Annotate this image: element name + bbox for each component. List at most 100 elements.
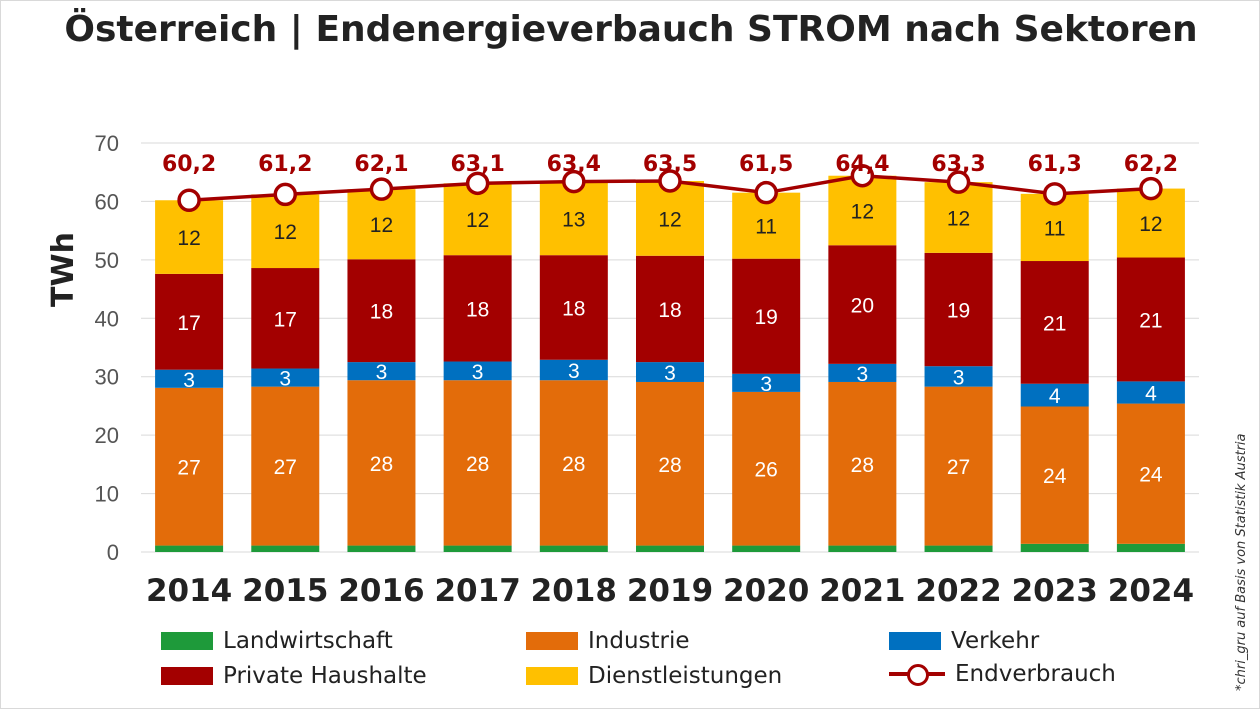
bar-value-label: 18: [370, 301, 393, 324]
legend-label-verkehr: Verkehr: [951, 628, 1040, 654]
bar-value-label: 3: [953, 366, 965, 389]
bar-segment-dienstleistungen: [443, 183, 512, 256]
bar-segment-industrie: [155, 387, 224, 546]
bar-segment-verkehr: [636, 362, 704, 382]
endverbrauch-value-label: 62,1: [354, 152, 408, 177]
bar-value-label: 28: [562, 453, 585, 476]
bar-segment-landwirtschaft: [924, 545, 993, 552]
legend-swatch-industrie: [526, 632, 578, 650]
endverbrauch-marker: [369, 177, 394, 201]
bar-value-label: 19: [947, 300, 970, 323]
x-tick-label: 2018: [531, 573, 617, 609]
bar-segment-private-haushalte: [539, 255, 608, 360]
bar-value-label: 21: [1139, 309, 1162, 332]
bar-segment-industrie: [1116, 403, 1185, 544]
x-tick-label: 2017: [434, 573, 520, 609]
chart-title: Österreich | Endenergieverbauch STROM na…: [64, 9, 1198, 50]
bar-value-label: 18: [466, 298, 489, 321]
legend-label-dienstleistungen: Dienstleistungen: [588, 663, 783, 689]
bar-value-label: 20: [851, 295, 874, 318]
bar-segment-private-haushalte: [347, 259, 416, 363]
legend-swatch-endverbrauch: [889, 662, 945, 686]
y-tick-label: 60: [95, 189, 119, 214]
bar-segment-private-haushalte: [1020, 261, 1089, 384]
bar-value-label: 3: [568, 360, 580, 383]
bar-segment-dienstleistungen: [539, 181, 608, 256]
legend-label-landwirtschaft: Landwirtschaft: [223, 628, 393, 654]
endverbrauch-value-label: 64,4: [835, 152, 889, 177]
x-tick-label: 2015: [242, 573, 328, 609]
bar-value-label: 12: [851, 200, 874, 223]
bar-segment-landwirtschaft: [732, 545, 801, 552]
bar-value-label: 3: [279, 368, 291, 391]
endverbrauch-marker: [273, 182, 298, 207]
bar-segment-landwirtschaft: [1020, 543, 1089, 552]
total-line: 60,2 61,2 62,1 63,1 63,4 63,5 61,5 64,4 63,3 61,3…: [162, 152, 1178, 213]
legend-item-verkehr: Verkehr: [889, 628, 1039, 654]
bar-value-label: 19: [755, 306, 778, 329]
endverbrauch-value-label: 60,2: [162, 152, 216, 177]
legend-item-endverbrauch: Endverbrauch: [889, 661, 1116, 687]
legend-label-industrie: Industrie: [588, 628, 690, 654]
legend-item-private-haushalte: Private Haushalte: [161, 663, 427, 689]
y-axis: 0 10 20 30 40 50 60 70 TWh: [46, 131, 119, 565]
bar-segment-verkehr: [828, 363, 897, 382]
endverbrauch-value-label: 62,2: [1124, 152, 1178, 177]
bar-segment-private-haushalte: [828, 245, 897, 364]
x-tick-label: 2022: [915, 573, 1001, 609]
endverbrauch-marker: [562, 169, 586, 194]
legend-item-industrie: Industrie: [526, 628, 690, 654]
bar-value-label: 18: [562, 297, 585, 320]
bar-value-label: 21: [1043, 312, 1066, 335]
legend-label-endverbrauch: Endverbrauch: [955, 661, 1116, 687]
y-axis-label: TWh: [46, 232, 81, 307]
endverbrauch-value-label: 63,5: [643, 152, 697, 177]
x-tick-label: 2020: [723, 573, 809, 609]
endverbrauch-value-label: 61,3: [1028, 152, 1082, 177]
bar-segment-verkehr: [539, 359, 608, 381]
bar-value-label: 3: [472, 361, 484, 384]
bar-segment-verkehr: [347, 362, 416, 381]
bar-segment-industrie: [347, 380, 416, 546]
bar-value-label: 12: [947, 207, 970, 230]
legend-swatch-landwirtschaft: [161, 632, 213, 650]
endverbrauch-marker: [177, 188, 201, 213]
endverbrauch-marker: [946, 170, 971, 194]
y-tick-label: 20: [95, 423, 119, 448]
bar-value-label: 3: [760, 373, 772, 396]
x-tick-label: 2019: [627, 573, 713, 609]
x-tick-label: 2024: [1108, 573, 1194, 609]
legend-swatch-dienstleistungen: [526, 667, 578, 685]
bar-value-label: 24: [1139, 464, 1163, 487]
bar-value-label: 3: [664, 362, 676, 385]
y-tick-label: 30: [95, 365, 119, 390]
bar-segment-industrie: [924, 386, 993, 546]
bar-segment-industrie: [732, 391, 801, 546]
bar-value-label: 12: [274, 221, 297, 244]
bar-value-label: 17: [177, 312, 200, 335]
endverbrauch-value-label: 61,5: [739, 152, 793, 177]
x-tick-label: 2016: [338, 573, 424, 609]
bar-segment-verkehr: [732, 373, 801, 392]
bar-value-label: 18: [658, 299, 681, 322]
bar-value-label: 13: [562, 208, 585, 231]
legend-swatch-private-haushalte: [161, 667, 213, 685]
bar-value-label: 28: [851, 454, 874, 477]
bar-segment-verkehr: [251, 368, 320, 387]
bar-segment-private-haushalte: [443, 255, 512, 362]
bar-value-label: 28: [658, 454, 681, 477]
legend-item-dienstleistungen: Dienstleistungen: [526, 663, 782, 689]
bar-segment-private-haushalte: [732, 258, 801, 374]
bar-value-label: 11: [755, 216, 777, 239]
y-tick-label: 40: [95, 306, 119, 331]
legend-label-private-haushalte: Private Haushalte: [223, 663, 427, 689]
bar-segment-dienstleistungen: [251, 194, 320, 269]
bar-segment-verkehr: [1116, 381, 1185, 404]
endverbrauch-value-label: 63,3: [931, 152, 985, 177]
bar-value-label: 12: [370, 214, 393, 237]
endverbrauch-value-label: 63,1: [450, 152, 504, 177]
bar-segment-landwirtschaft: [347, 545, 416, 552]
bar-segment-private-haushalte: [1116, 257, 1185, 382]
x-tick-label: 2023: [1012, 573, 1098, 609]
